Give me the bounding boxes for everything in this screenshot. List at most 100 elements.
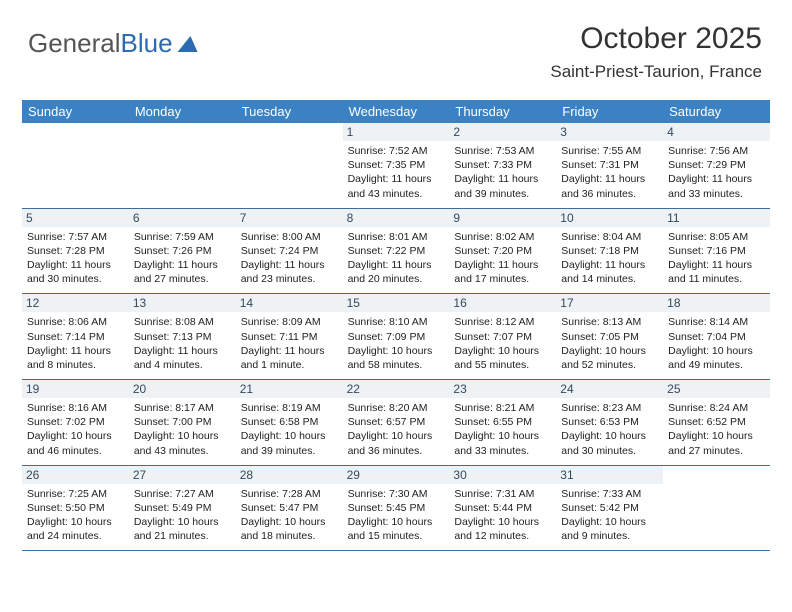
day-number: 26 — [22, 466, 129, 484]
logo-triangle-icon — [177, 36, 200, 52]
sunrise-line: Sunrise: 8:06 AM — [27, 316, 107, 328]
daylight-line: Daylight: 10 hours and 30 minutes. — [561, 430, 646, 456]
day-info: Sunrise: 8:09 AMSunset: 7:11 PMDaylight:… — [241, 315, 338, 372]
daylight-line: Daylight: 11 hours and 4 minutes. — [134, 345, 218, 371]
sunset-line: Sunset: 5:50 PM — [27, 502, 105, 514]
weekday-header: Tuesday — [236, 100, 343, 123]
day-number: 25 — [663, 380, 770, 398]
sunset-line: Sunset: 5:44 PM — [454, 502, 532, 514]
day-info: Sunrise: 8:24 AMSunset: 6:52 PMDaylight:… — [668, 401, 765, 458]
sunset-line: Sunset: 5:49 PM — [134, 502, 212, 514]
day-number: 18 — [663, 294, 770, 312]
daylight-line: Daylight: 11 hours and 30 minutes. — [27, 259, 111, 285]
weekday-header: Saturday — [663, 100, 770, 123]
day-info: Sunrise: 8:01 AMSunset: 7:22 PMDaylight:… — [348, 230, 445, 287]
month-title: October 2025 — [550, 22, 762, 56]
day-info: Sunrise: 7:25 AMSunset: 5:50 PMDaylight:… — [27, 487, 124, 544]
daylight-line: Daylight: 11 hours and 39 minutes. — [454, 173, 538, 199]
sunrise-line: Sunrise: 7:59 AM — [134, 231, 214, 243]
day-cell: 20Sunrise: 8:17 AMSunset: 7:00 PMDayligh… — [129, 380, 236, 465]
daylight-line: Daylight: 11 hours and 8 minutes. — [27, 345, 111, 371]
sunrise-line: Sunrise: 8:00 AM — [241, 231, 321, 243]
sunrise-line: Sunrise: 7:56 AM — [668, 145, 748, 157]
day-number: 8 — [343, 209, 450, 227]
daylight-line: Daylight: 11 hours and 33 minutes. — [668, 173, 752, 199]
day-cell: 23Sunrise: 8:21 AMSunset: 6:55 PMDayligh… — [449, 380, 556, 465]
sunrise-line: Sunrise: 7:53 AM — [454, 145, 534, 157]
sunrise-line: Sunrise: 7:52 AM — [348, 145, 428, 157]
sunset-line: Sunset: 6:55 PM — [454, 416, 532, 428]
sunset-line: Sunset: 7:31 PM — [561, 159, 639, 171]
daylight-line: Daylight: 10 hours and 46 minutes. — [27, 430, 112, 456]
sunrise-line: Sunrise: 8:20 AM — [348, 402, 428, 414]
sunset-line: Sunset: 7:00 PM — [134, 416, 212, 428]
day-cell: 13Sunrise: 8:08 AMSunset: 7:13 PMDayligh… — [129, 294, 236, 379]
day-cell: 24Sunrise: 8:23 AMSunset: 6:53 PMDayligh… — [556, 380, 663, 465]
sunrise-line: Sunrise: 8:16 AM — [27, 402, 107, 414]
day-number: 4 — [663, 123, 770, 141]
sunrise-line: Sunrise: 8:12 AM — [454, 316, 534, 328]
day-info: Sunrise: 8:20 AMSunset: 6:57 PMDaylight:… — [348, 401, 445, 458]
day-number: 3 — [556, 123, 663, 141]
day-info: Sunrise: 8:16 AM Sunset: 7:02 PM Daylight:… — [27, 401, 124, 458]
header: October 2025 Saint-Priest-Taurion, Franc… — [550, 22, 762, 82]
daylight-line: Daylight: 10 hours and 21 minutes. — [134, 516, 219, 542]
day-info: Sunrise: 7:53 AMSunset: 7:33 PMDaylight:… — [454, 144, 551, 201]
day-info: Sunrise: 8:02 AMSunset: 7:20 PMDaylight:… — [454, 230, 551, 287]
sunrise-line: Sunrise: 8:02 AM — [454, 231, 534, 243]
daylight-line: Daylight: 10 hours and 36 minutes. — [348, 430, 433, 456]
daylight-line: Daylight: 10 hours and 39 minutes. — [241, 430, 326, 456]
day-number: 21 — [236, 380, 343, 398]
daylight-line: Daylight: 10 hours and 27 minutes. — [668, 430, 753, 456]
day-cell — [236, 123, 343, 208]
day-cell: 22Sunrise: 8:20 AMSunset: 6:57 PMDayligh… — [343, 380, 450, 465]
week-row: 1Sunrise: 7:52 AMSunset: 7:35 PMDaylight… — [22, 123, 770, 209]
day-info: Sunrise: 8:00 AMSunset: 7:24 PMDaylight:… — [241, 230, 338, 287]
weekday-header: Wednesday — [343, 100, 450, 123]
day-cell: 11Sunrise: 8:05 AMSunset: 7:16 PMDayligh… — [663, 209, 770, 294]
sunset-line: Sunset: 7:02 PM — [27, 416, 105, 428]
day-cell: 14 Sunrise: 8:09 AMSunset: 7:11 PMDayligh… — [236, 294, 343, 379]
day-number: 16 — [449, 294, 556, 312]
day-number: 6 — [129, 209, 236, 227]
day-number: 28 — [236, 466, 343, 484]
day-cell: 26 Sunrise: 7:25 AMSunset: 5:50 PMDayligh… — [22, 466, 129, 551]
day-info: Sunrise: 8:12 AMSunset: 7:07 PMDaylight:… — [454, 315, 551, 372]
day-info: Sunrise: 8:23 AMSunset: 6:53 PMDaylight:… — [561, 401, 658, 458]
sunset-line: Sunset: 7:29 PM — [668, 159, 746, 171]
daylight-line: Daylight: 11 hours and 17 minutes. — [454, 259, 538, 285]
day-cell — [129, 123, 236, 208]
logo-text-1: General — [28, 28, 121, 59]
day-info: Sunrise: 8:19 AMSunset: 6:58 PMDaylight:… — [241, 401, 338, 458]
day-cell: 27Sunrise: 7:27 AMSunset: 5:49 PMDayligh… — [129, 466, 236, 551]
sunrise-line: Sunrise: 8:14 AM — [668, 316, 748, 328]
sunrise-line: Sunrise: 7:30 AM — [348, 488, 428, 500]
day-cell: 29Sunrise: 7:30 AMSunset: 5:45 PMDayligh… — [343, 466, 450, 551]
sunset-line: Sunset: 7:16 PM — [668, 245, 746, 257]
daylight-line: Daylight: 10 hours and 12 minutes. — [454, 516, 539, 542]
day-cell: 7Sunrise: 8:00 AMSunset: 7:24 PMDaylight… — [236, 209, 343, 294]
weekday-header: Thursday — [449, 100, 556, 123]
weekday-header: Monday — [129, 100, 236, 123]
sunrise-line: Sunrise: 8:08 AM — [134, 316, 214, 328]
day-info: Sunrise: 7:59 AM Sunset: 7:26 PM Daylight:… — [134, 230, 231, 287]
logo-text-2: Blue — [121, 28, 173, 59]
weekday-header: Friday — [556, 100, 663, 123]
sunset-line: Sunset: 7:26 PM — [134, 245, 212, 257]
day-info: Sunrise: 8:21 AMSunset: 6:55 PMDaylight:… — [454, 401, 551, 458]
day-info: Sunrise: 8:14 AMSunset: 7:04 PMDaylight:… — [668, 315, 765, 372]
sunrise-line: Sunrise: 7:57 AM — [27, 231, 107, 243]
sunrise-line: Sunrise: 8:01 AM — [348, 231, 428, 243]
day-cell: 21 Sunrise: 8:19 AMSunset: 6:58 PMDayligh… — [236, 380, 343, 465]
day-info: Sunrise: 8:06 AMSunset: 7:14 PMDaylight:… — [27, 315, 124, 372]
day-info: Sunrise: 7:27 AMSunset: 5:49 PMDaylight:… — [134, 487, 231, 544]
weekday-header: Sunday — [22, 100, 129, 123]
sunset-line: Sunset: 7:24 PM — [241, 245, 319, 257]
sunrise-line: Sunrise: 8:04 AM — [561, 231, 641, 243]
day-number: 1 — [343, 123, 450, 141]
daylight-line: Daylight: 10 hours and 15 minutes. — [348, 516, 433, 542]
day-number: 14 — [236, 294, 343, 312]
daylight-line: Daylight: 11 hours and 20 minutes. — [348, 259, 432, 285]
day-cell: 8 Sunrise: 8:01 AMSunset: 7:22 PMDaylight… — [343, 209, 450, 294]
daylight-line: Daylight: 11 hours and 27 minutes. — [134, 259, 218, 285]
